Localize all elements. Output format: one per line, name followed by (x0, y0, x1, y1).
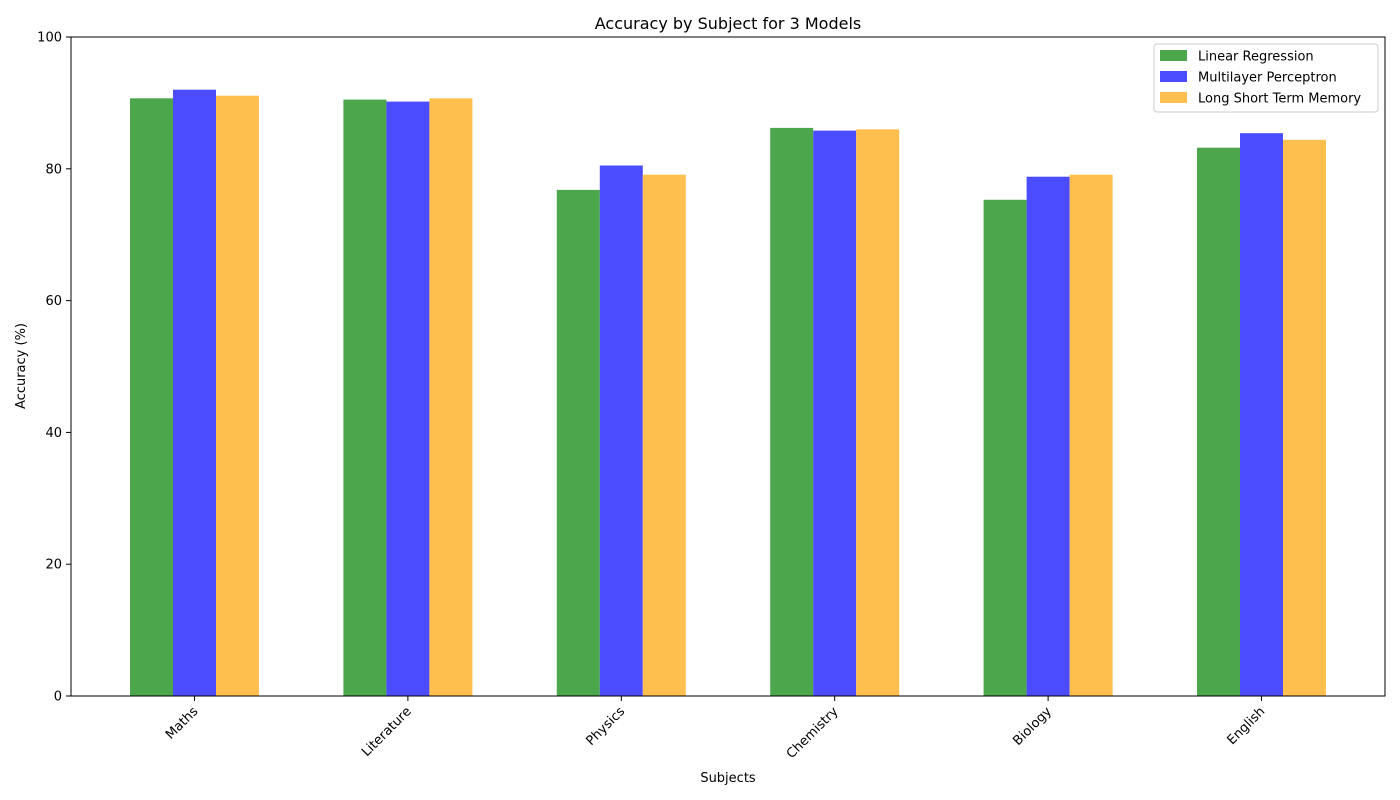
x-axis: Maths Literature Physics Chemistry Biology En… (163, 696, 1268, 762)
bar-literature-multilayer-perceptron (386, 101, 430, 697)
bar-maths-linear-regression (130, 98, 173, 697)
y-tick-label: 40 (45, 426, 62, 441)
chart-title: Accuracy by Subject for 3 Models (595, 14, 861, 33)
bar-chemistry-long-short-term-memory (856, 129, 900, 697)
legend-swatch-1 (1160, 71, 1187, 82)
bar-english-multilayer-perceptron (1240, 133, 1283, 696)
bar-english-long-short-term-memory (1283, 139, 1326, 697)
bar-physics-linear-regression (556, 189, 600, 696)
bar-biology-linear-regression (983, 199, 1027, 697)
y-tick-label: 100 (37, 31, 62, 46)
bar-chemistry-multilayer-perceptron (813, 130, 857, 697)
y-axis-label: Accuracy (%) (14, 323, 29, 409)
legend-swatch-0 (1160, 50, 1187, 61)
plot-frame (70, 36, 1386, 697)
x-tick-label-maths: Maths (163, 704, 202, 743)
legend-label-2: Long Short Term Memory (1198, 92, 1361, 107)
x-tick-label-english: English (1225, 704, 1269, 748)
legend-label-0: Linear Regression (1198, 50, 1314, 65)
bar-literature-long-short-term-memory (429, 98, 473, 697)
bar-physics-long-short-term-memory (642, 174, 686, 696)
legend: Linear Regression Multilayer Perceptron Lo… (1153, 43, 1379, 113)
x-axis-label: Subjects (700, 771, 756, 786)
legend-frame (1153, 43, 1379, 113)
bar-maths-multilayer-perceptron (173, 89, 216, 696)
bar-biology-multilayer-perceptron (1026, 176, 1070, 696)
x-tick-label-biology: Biology (1010, 704, 1055, 749)
y-tick-label: 0 (54, 690, 62, 705)
y-tick-label: 80 (45, 162, 62, 177)
bars-group (130, 89, 1326, 697)
legend-swatch-2 (1160, 92, 1187, 103)
bar-physics-multilayer-perceptron (599, 165, 643, 696)
bar-chemistry-linear-regression (770, 127, 814, 696)
x-tick-label-physics: Physics (584, 704, 629, 749)
x-tick-label-literature: Literature (359, 704, 415, 760)
bar-literature-linear-regression (343, 99, 387, 697)
bar-biology-long-short-term-memory (1069, 174, 1113, 696)
legend-label-1: Multilayer Perceptron (1198, 71, 1337, 86)
y-tick-label: 60 (45, 294, 62, 309)
y-tick-label: 20 (45, 558, 62, 573)
bar-english-linear-regression (1197, 147, 1240, 696)
y-axis: 0 20 40 60 80 100 (37, 31, 71, 705)
x-tick-label-chemistry: Chemistry (784, 704, 842, 762)
bar-maths-long-short-term-memory (216, 95, 259, 696)
